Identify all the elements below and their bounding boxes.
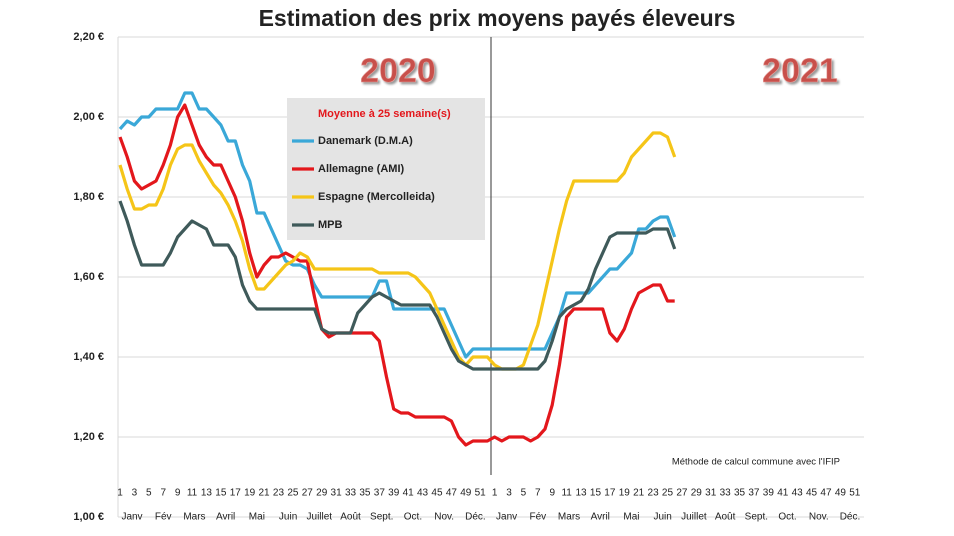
y-tick-label: 1,00 € [73, 511, 104, 523]
series-line [118, 200, 677, 371]
x-tick-label: 51 [475, 488, 487, 499]
x-tick-label: 1 [492, 488, 498, 499]
x-tick-label: 33 [720, 488, 732, 499]
x-tick-label: 39 [388, 488, 400, 499]
x-tick-label: 29 [691, 488, 703, 499]
x-tick-label: 5 [146, 488, 152, 499]
x-tick-label: 1 [117, 488, 123, 499]
chart-title: Estimation des prix moyens payés éleveur… [259, 5, 736, 31]
x-tick-label: 3 [506, 488, 512, 499]
x-tick-label: 17 [230, 488, 242, 499]
y-tick-label: 1,80 € [73, 191, 104, 203]
month-label: Août [715, 512, 736, 523]
legend-box [287, 98, 485, 240]
x-tick-label: 13 [201, 488, 213, 499]
y-tick-label: 1,20 € [73, 431, 104, 443]
month-label: Janv [121, 512, 142, 523]
x-tick-label: 37 [748, 488, 760, 499]
y-tick-label: 2,20 € [73, 31, 104, 43]
legend: Moyenne à 25 semaine(s) Danemark (D.M.A)… [287, 98, 485, 240]
x-tick-label: 15 [215, 488, 227, 499]
x-tick-label: 27 [676, 488, 688, 499]
year-annotation: 2021 [762, 52, 838, 90]
x-tick-label: 5 [521, 488, 527, 499]
x-tick-label: 37 [374, 488, 386, 499]
x-tick-label: 27 [302, 488, 314, 499]
x-tick-label: 13 [575, 488, 587, 499]
x-tick-label: 23 [648, 488, 660, 499]
y-tick-label: 1,60 € [73, 271, 104, 283]
series-line [118, 91, 677, 359]
legend-label: MPB [318, 219, 343, 231]
x-tick-label: 23 [273, 488, 285, 499]
x-tick-label: 7 [160, 488, 166, 499]
month-label: Juin [279, 512, 297, 523]
x-tick-label: 31 [331, 488, 343, 499]
x-tick-label: 17 [604, 488, 616, 499]
series-line [118, 103, 675, 447]
month-label: Sept. [745, 512, 768, 523]
x-tick-label: 33 [345, 488, 357, 499]
x-tick-label: 43 [417, 488, 429, 499]
month-label: Déc. [840, 512, 861, 523]
month-label: Oct. [404, 512, 422, 523]
x-tick-label: 35 [734, 488, 746, 499]
x-tick-label: 47 [820, 488, 832, 499]
year-annotation: 2020 [360, 52, 436, 90]
x-tick-label: 11 [561, 488, 572, 499]
x-tick-label: 25 [287, 488, 299, 499]
month-label: Août [340, 512, 361, 523]
month-label: Sept. [370, 512, 393, 523]
month-label: Mai [249, 512, 265, 523]
x-tick-label: 41 [777, 488, 789, 499]
y-tick-label: 2,00 € [73, 111, 104, 123]
month-label: Janv [496, 512, 517, 523]
x-tick-label: 31 [705, 488, 717, 499]
month-label: Mai [623, 512, 639, 523]
x-tick-label: 3 [132, 488, 138, 499]
legend-label: Danemark (D.M.A) [318, 135, 413, 147]
note: Méthode de calcul commune avec l'IFIP [672, 457, 840, 468]
x-tick-label: 19 [244, 488, 256, 499]
x-tick-label: 45 [806, 488, 818, 499]
x-tick-label: 49 [460, 488, 472, 499]
legend-label: Espagne (Mercolleida) [318, 191, 435, 203]
x-tick-label: 43 [792, 488, 804, 499]
month-label: Mars [183, 512, 205, 523]
x-tick-label: 35 [359, 488, 371, 499]
x-tick-label: 7 [535, 488, 541, 499]
x-tick-label: 9 [175, 488, 181, 499]
month-label: Oct. [778, 512, 796, 523]
x-tick-label: 11 [187, 488, 198, 499]
x-tick-label: 45 [431, 488, 443, 499]
month-label: Fév [155, 512, 172, 523]
month-label: Mars [558, 512, 580, 523]
month-label: Nov. [434, 512, 454, 523]
legend-title: Moyenne à 25 semaine(s) [318, 108, 451, 120]
x-tick-label: 15 [590, 488, 602, 499]
legend-label: Allemagne (AMI) [318, 163, 405, 175]
month-label: Déc. [465, 512, 486, 523]
x-tick-label: 39 [763, 488, 775, 499]
x-tick-label: 41 [403, 488, 415, 499]
x-tick-label: 47 [446, 488, 458, 499]
month-label: Juin [654, 512, 672, 523]
x-tick-label: 9 [549, 488, 555, 499]
x-tick-label: 21 [633, 488, 645, 499]
month-label: Avril [591, 512, 610, 523]
x-tick-label: 49 [835, 488, 847, 499]
month-label: Avril [216, 512, 235, 523]
x-tick-label: 19 [619, 488, 631, 499]
y-tick-label: 1,40 € [73, 351, 104, 363]
month-label: Juillet [681, 512, 707, 523]
x-tick-label: 21 [259, 488, 271, 499]
x-tick-label: 51 [849, 488, 861, 499]
series-line [118, 131, 677, 371]
x-tick-label: 29 [316, 488, 328, 499]
x-tick-label: 25 [662, 488, 674, 499]
month-label: Fév [529, 512, 546, 523]
month-label: Nov. [809, 512, 829, 523]
month-label: Juillet [307, 512, 333, 523]
